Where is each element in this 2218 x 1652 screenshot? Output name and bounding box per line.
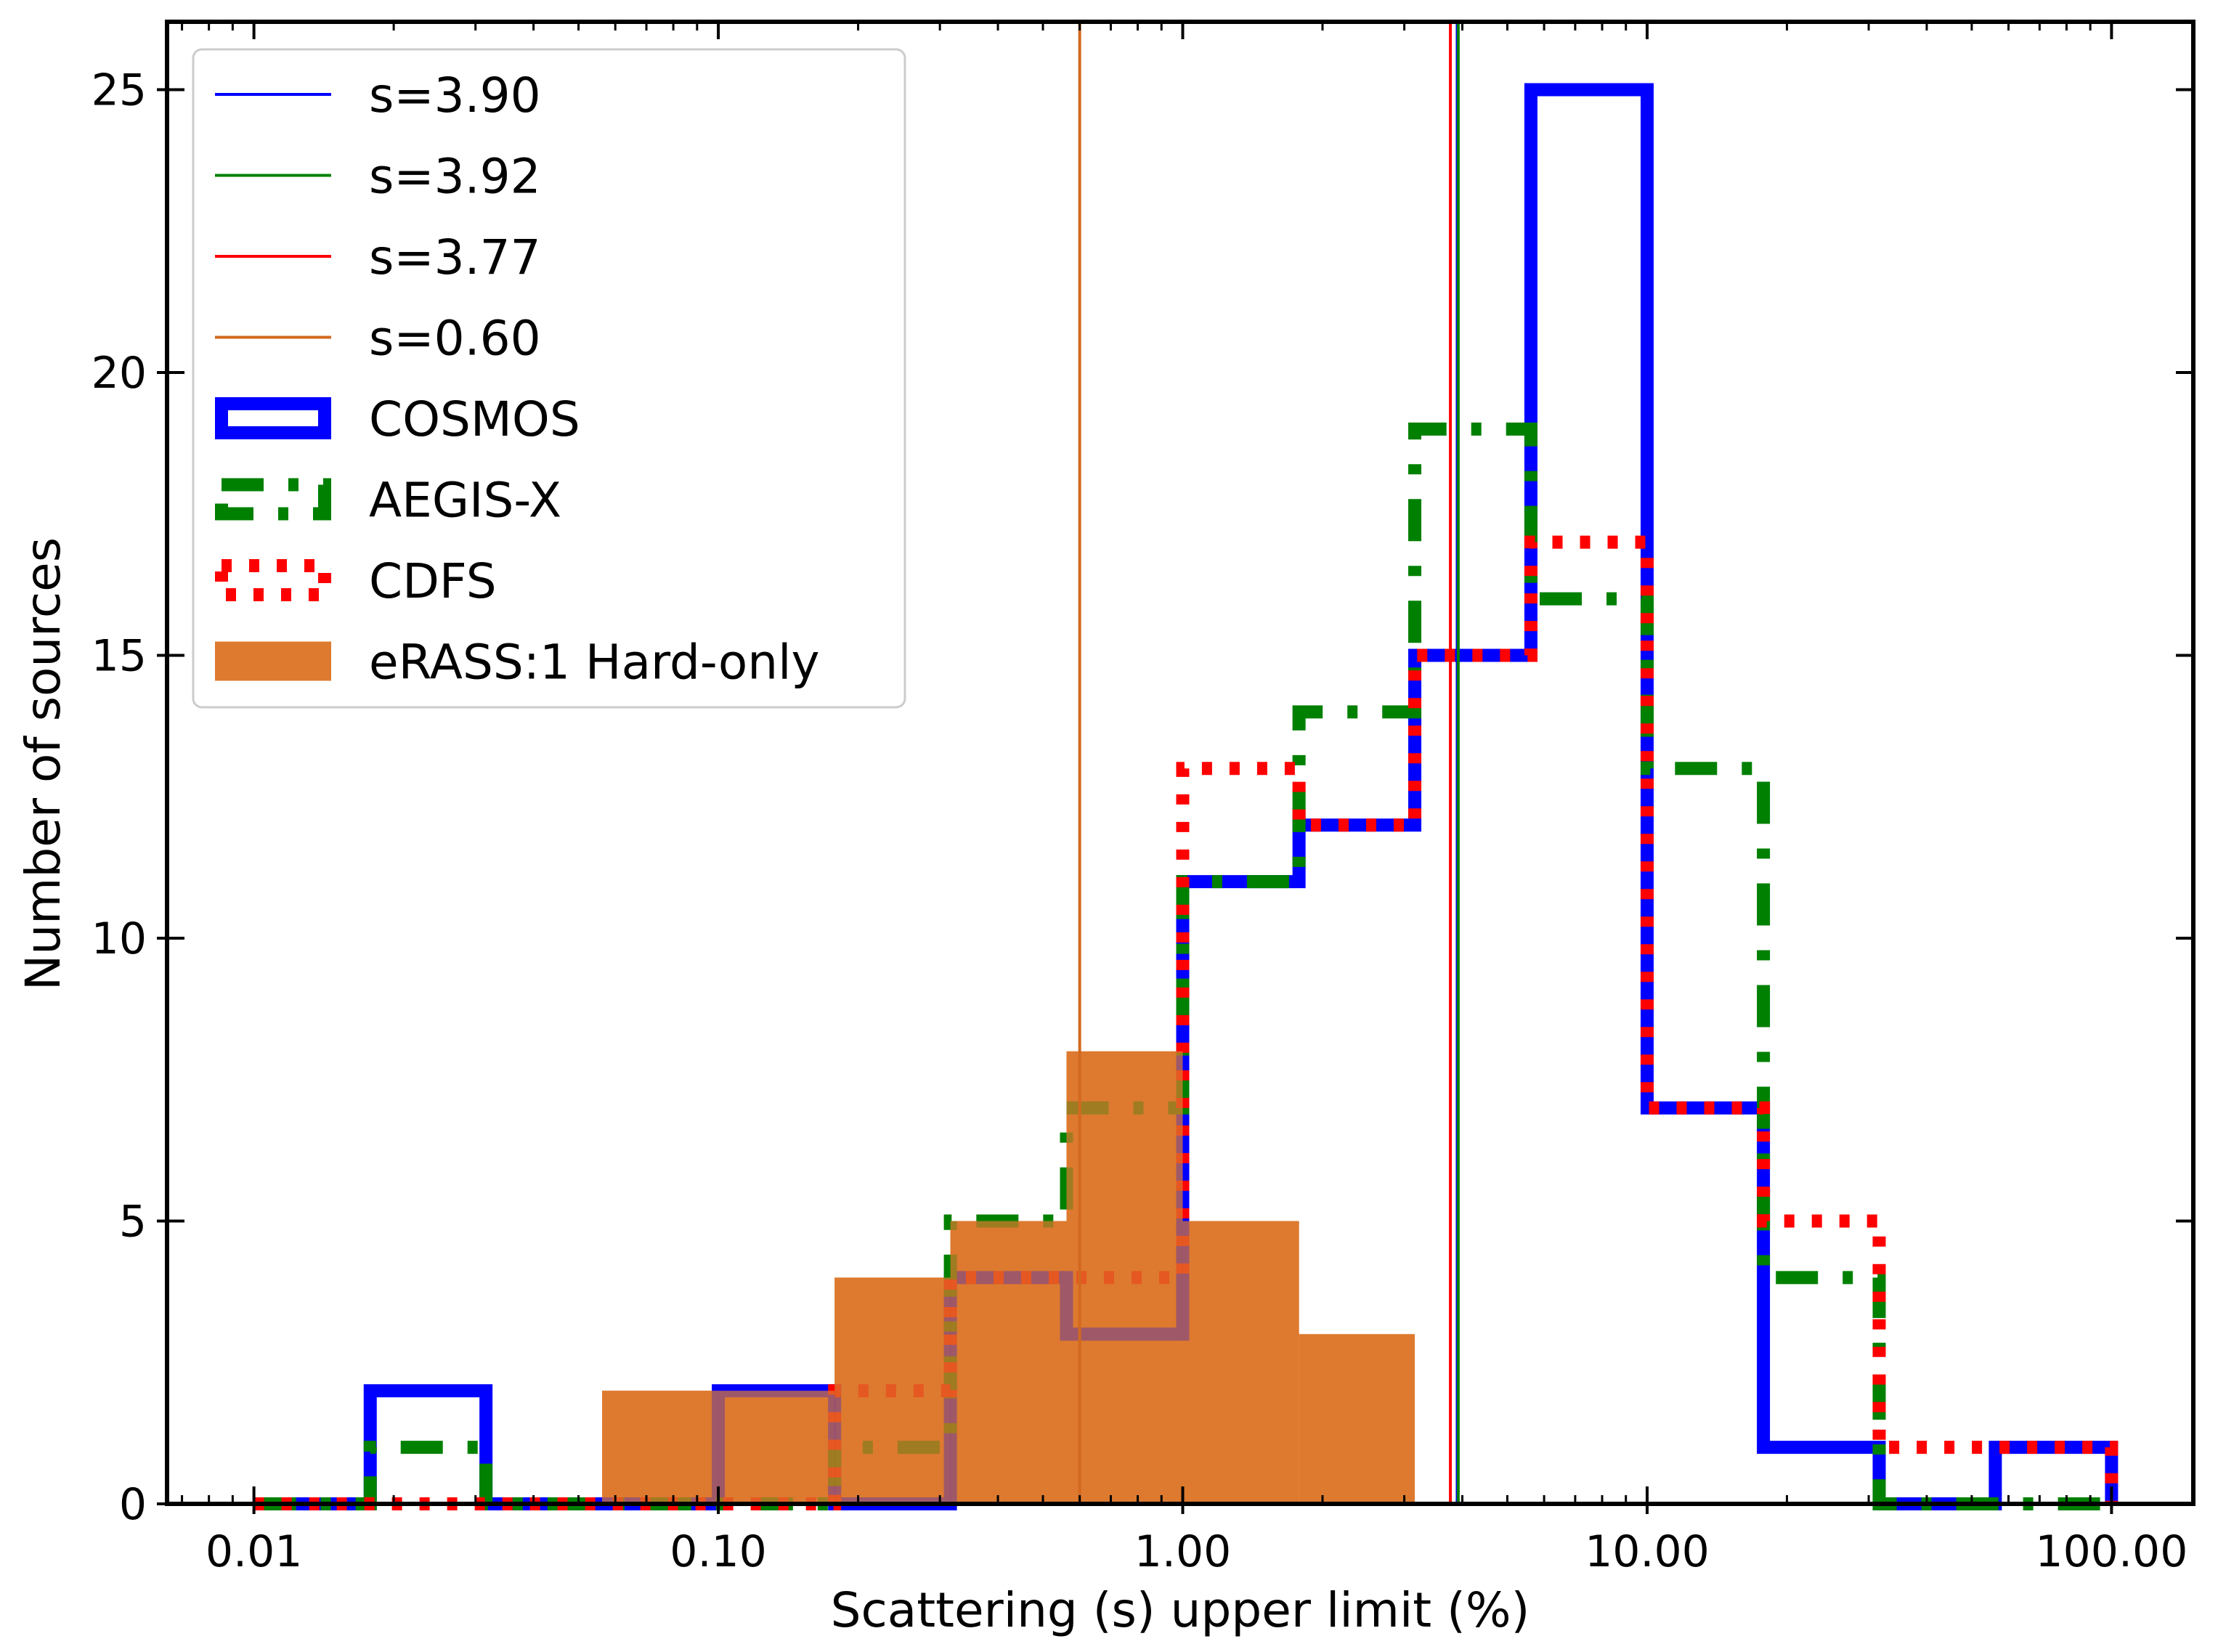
y-tick-label: 5 — [119, 1196, 147, 1247]
legend-box — [192, 48, 906, 709]
y-tick-label: 25 — [92, 65, 147, 115]
legend-item-cosmos: COSMOS — [215, 391, 580, 447]
bar-overlay-erass-1-hard-only — [950, 1221, 1067, 1504]
legend-item-s-0-60: s=0.60 — [215, 311, 541, 367]
legend-label: s=3.90 — [369, 68, 541, 123]
legend-item-aegis-x: AEGIS-X — [215, 473, 561, 529]
legend-item-s-3-77: s=3.77 — [215, 229, 541, 285]
bar-overlay-erass-1-hard-only — [1299, 1334, 1415, 1504]
bar-overlay-erass-1-hard-only — [1182, 1221, 1299, 1504]
legend-label: s=0.60 — [369, 311, 541, 367]
y-tick-label: 10 — [92, 914, 147, 964]
legend-item-s-3-92: s=3.92 — [215, 149, 541, 205]
axis-ticks: 0.01 0.10 1.00 10.00 100.00 0 5 10 15 20 25 — [92, 22, 2193, 1577]
bar-overlay-erass-1-hard-only — [1066, 1051, 1183, 1504]
x-tick-label: 0.01 — [206, 1526, 303, 1577]
legend-swatch-step — [215, 478, 331, 521]
series-erass-1-hard-only-overlay — [602, 1051, 1415, 1504]
legend-label: CDFS — [369, 553, 497, 609]
legend-item-s-3-90: s=3.90 — [215, 68, 541, 123]
axes-frame — [165, 20, 2195, 1506]
legend-label: AEGIS-X — [369, 473, 561, 529]
x-tick-label: 0.10 — [670, 1526, 767, 1577]
legend-swatch-step — [215, 397, 331, 439]
x-tick-label: 10.00 — [1585, 1526, 1710, 1577]
y-tick-label: 0 — [119, 1479, 147, 1530]
plot-area — [253, 22, 2119, 1510]
legend-item-cdfs: CDFS — [215, 553, 497, 609]
y-axis-label: Number of sources — [15, 537, 71, 990]
x-axis-label: Scattering (s) upper limit (%) — [831, 1582, 1530, 1638]
x-tick-label: 1.00 — [1134, 1526, 1232, 1577]
legend-label: s=3.92 — [369, 149, 541, 205]
y-tick-label: 20 — [92, 348, 147, 399]
bar-overlay-erass-1-hard-only — [602, 1391, 719, 1504]
legend-swatch-patch — [215, 641, 331, 681]
legend-item-erass-1-hard-only: eRASS:1 Hard-only — [215, 635, 820, 691]
legend-swatch-step — [215, 559, 331, 601]
legend-label: eRASS:1 Hard-only — [369, 635, 820, 691]
legend: s=3.90 s=3.92 s=3.77 s=0.60 COSMOS AEGIS-X CDF… — [192, 48, 906, 709]
legend-label: s=3.77 — [369, 229, 541, 285]
y-tick-label: 15 — [92, 630, 147, 681]
bar-overlay-erass-1-hard-only — [718, 1391, 835, 1504]
legend-label: COSMOS — [369, 391, 580, 447]
x-tick-label: 100.00 — [2035, 1526, 2187, 1577]
bar-overlay-erass-1-hard-only — [834, 1277, 951, 1504]
